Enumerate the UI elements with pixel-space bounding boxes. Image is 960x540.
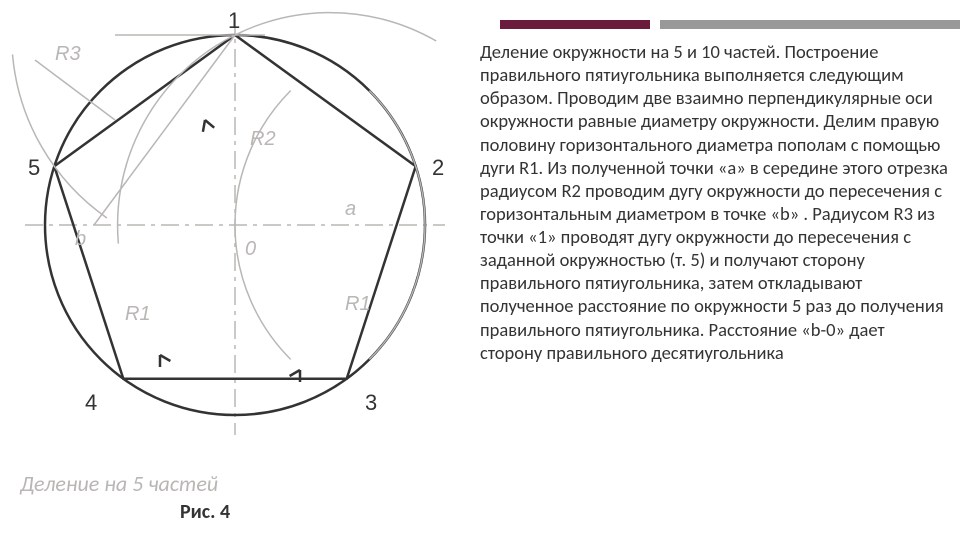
page: 1 2 3 4 5 0 a b R1 R1 R2 R3 Деление на 5 частей Рис… [0, 0, 960, 540]
svg-text:5: 5 [28, 155, 40, 180]
svg-text:R3: R3 [55, 43, 81, 65]
description-text: Деление окружности на 5 и 10 частей. Пос… [480, 40, 950, 364]
svg-text:b: b [75, 228, 86, 250]
diagram-caption: Деление на 5 частей [20, 470, 218, 497]
svg-text:R2: R2 [250, 128, 276, 150]
svg-text:4: 4 [85, 390, 97, 415]
svg-text:1: 1 [228, 8, 240, 33]
pentagon-construction-diagram: 1 2 3 4 5 0 a b R1 R1 R2 R3 [0, 0, 475, 540]
svg-text:a: a [345, 198, 356, 220]
svg-text:R1: R1 [345, 293, 371, 315]
gray-bar [660, 20, 960, 29]
figure-label: Рис. 4 [180, 500, 230, 524]
svg-text:2: 2 [432, 155, 444, 180]
svg-text:3: 3 [365, 390, 377, 415]
svg-text:R1: R1 [125, 303, 151, 325]
accent-bar [500, 20, 650, 29]
svg-text:0: 0 [245, 238, 256, 260]
diagram-svg: 1 2 3 4 5 0 a b R1 R1 R2 R3 [0, 0, 475, 540]
